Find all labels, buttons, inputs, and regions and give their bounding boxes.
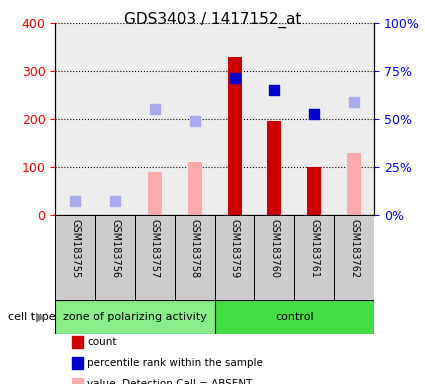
Bar (188, 162, 202, 215)
Bar (334, 215, 374, 300)
Bar (135, 23, 175, 215)
Bar (175, 23, 215, 215)
Text: GDS3403 / 1417152_at: GDS3403 / 1417152_at (124, 12, 301, 28)
Bar (334, 23, 374, 215)
Text: GSM183755: GSM183755 (70, 219, 80, 278)
Text: GSM183759: GSM183759 (230, 219, 240, 278)
Text: ▶: ▶ (36, 310, 46, 323)
Bar (267, 121, 281, 215)
Text: GSM183762: GSM183762 (349, 219, 359, 278)
Text: value, Detection Call = ABSENT: value, Detection Call = ABSENT (87, 379, 252, 384)
Bar (227, 56, 241, 215)
Bar (215, 23, 255, 215)
Bar (135, 215, 175, 300)
Bar (175, 215, 215, 300)
Text: cell type: cell type (8, 312, 56, 322)
Bar (347, 152, 361, 215)
Text: percentile rank within the sample: percentile rank within the sample (87, 358, 263, 368)
Bar (95, 23, 135, 215)
Bar (255, 23, 294, 215)
Bar (255, 215, 294, 300)
Bar (294, 215, 334, 300)
Bar (294, 23, 334, 215)
Bar (55, 300, 215, 334)
Bar (307, 167, 321, 215)
Bar (55, 215, 95, 300)
Text: GSM183761: GSM183761 (309, 219, 319, 278)
Bar (148, 172, 162, 215)
Text: zone of polarizing activity: zone of polarizing activity (63, 312, 207, 322)
Bar (55, 23, 95, 215)
Bar (215, 215, 255, 300)
Bar (95, 215, 135, 300)
Text: GSM183756: GSM183756 (110, 219, 120, 278)
Text: GSM183760: GSM183760 (269, 219, 279, 278)
Bar (215, 300, 374, 334)
Text: count: count (87, 337, 116, 347)
Text: GSM183758: GSM183758 (190, 219, 200, 278)
Text: control: control (275, 312, 314, 322)
Text: GSM183757: GSM183757 (150, 219, 160, 278)
